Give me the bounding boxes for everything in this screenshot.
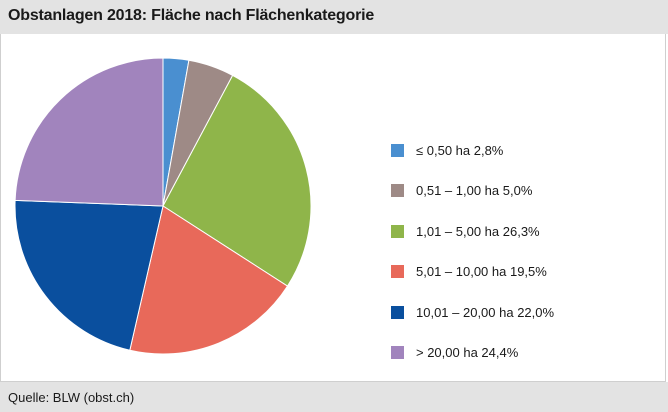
legend: ≤ 0,50 ha 2,8% 0,51 – 1,00 ha 5,0% 1,01 …: [391, 130, 661, 373]
legend-label: 1,01 – 5,00 ha 26,3%: [416, 223, 540, 239]
legend-item: 1,01 – 5,00 ha 26,3%: [391, 211, 661, 252]
legend-label: 10,01 – 20,00 ha 22,0%: [416, 304, 555, 320]
legend-item: ≤ 0,50 ha 2,8%: [391, 130, 661, 171]
legend-item: 10,01 – 20,00 ha 22,0%: [391, 292, 661, 333]
footer: Quelle: BLW (obst.ch): [0, 382, 668, 412]
legend-label: > 20,00 ha 24,4%: [416, 345, 519, 361]
pie-chart: [14, 57, 312, 355]
legend-swatch: [391, 265, 404, 279]
chart-title: Obstanlagen 2018: Fläche nach Flächenkat…: [8, 7, 375, 24]
pie-slice: [14, 57, 164, 207]
pie-slice: [14, 199, 164, 351]
legend-item: 5,01 – 10,00 ha 19,5%: [391, 252, 661, 293]
legend-label: 5,01 – 10,00 ha 19,5%: [416, 264, 547, 280]
legend-item: 0,51 – 1,00 ha 5,0%: [391, 171, 661, 212]
legend-label: 0,51 – 1,00 ha 5,0%: [416, 183, 533, 199]
legend-swatch: [391, 305, 404, 319]
legend-swatch: [391, 346, 404, 360]
chart-area: ≤ 0,50 ha 2,8% 0,51 – 1,00 ha 5,0% 1,01 …: [0, 34, 666, 382]
legend-label: ≤ 0,50 ha 2,8%: [416, 142, 504, 158]
legend-swatch: [391, 184, 404, 198]
pie-slice: [162, 74, 312, 287]
legend-swatch: [391, 143, 404, 157]
title-bar: Obstanlagen 2018: Fläche nach Flächenkat…: [0, 0, 668, 34]
legend-swatch: [391, 224, 404, 238]
legend-item: > 20,00 ha 24,4%: [391, 333, 661, 374]
source-note: Quelle: BLW (obst.ch): [8, 390, 135, 405]
pie-slice: [129, 205, 289, 355]
